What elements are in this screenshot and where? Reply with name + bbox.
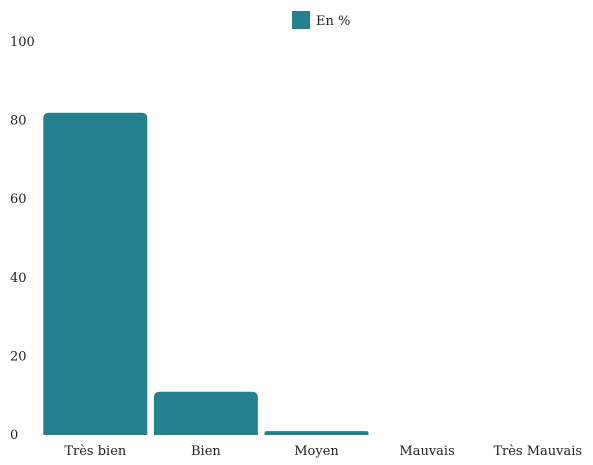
- y-tick-label: 60: [10, 192, 27, 207]
- x-tick-label: Très Mauvais: [493, 444, 582, 459]
- x-tick-label: Très bien: [64, 444, 127, 459]
- x-tick-label: Bien: [191, 444, 221, 459]
- y-tick-label: 0: [10, 428, 18, 443]
- y-tick-label: 80: [10, 114, 27, 129]
- bars: [43, 112, 369, 436]
- legend-label: En %: [316, 14, 350, 29]
- bar[interactable]: [43, 112, 148, 436]
- y-tick-label: 100: [10, 35, 35, 50]
- x-axis-ticks: Très bien Bien Moyen Mauvais Très Mauvais: [64, 444, 582, 459]
- legend-swatch: [292, 11, 310, 29]
- y-tick-label: 20: [10, 349, 27, 364]
- y-tick-label: 40: [10, 271, 27, 286]
- x-tick-label: Mauvais: [399, 444, 454, 459]
- x-tick-label: Moyen: [294, 444, 339, 459]
- bar[interactable]: [264, 431, 369, 435]
- bar[interactable]: [153, 391, 258, 435]
- legend: En %: [292, 11, 350, 29]
- y-axis-ticks: 0 20 40 60 80 100: [10, 35, 35, 443]
